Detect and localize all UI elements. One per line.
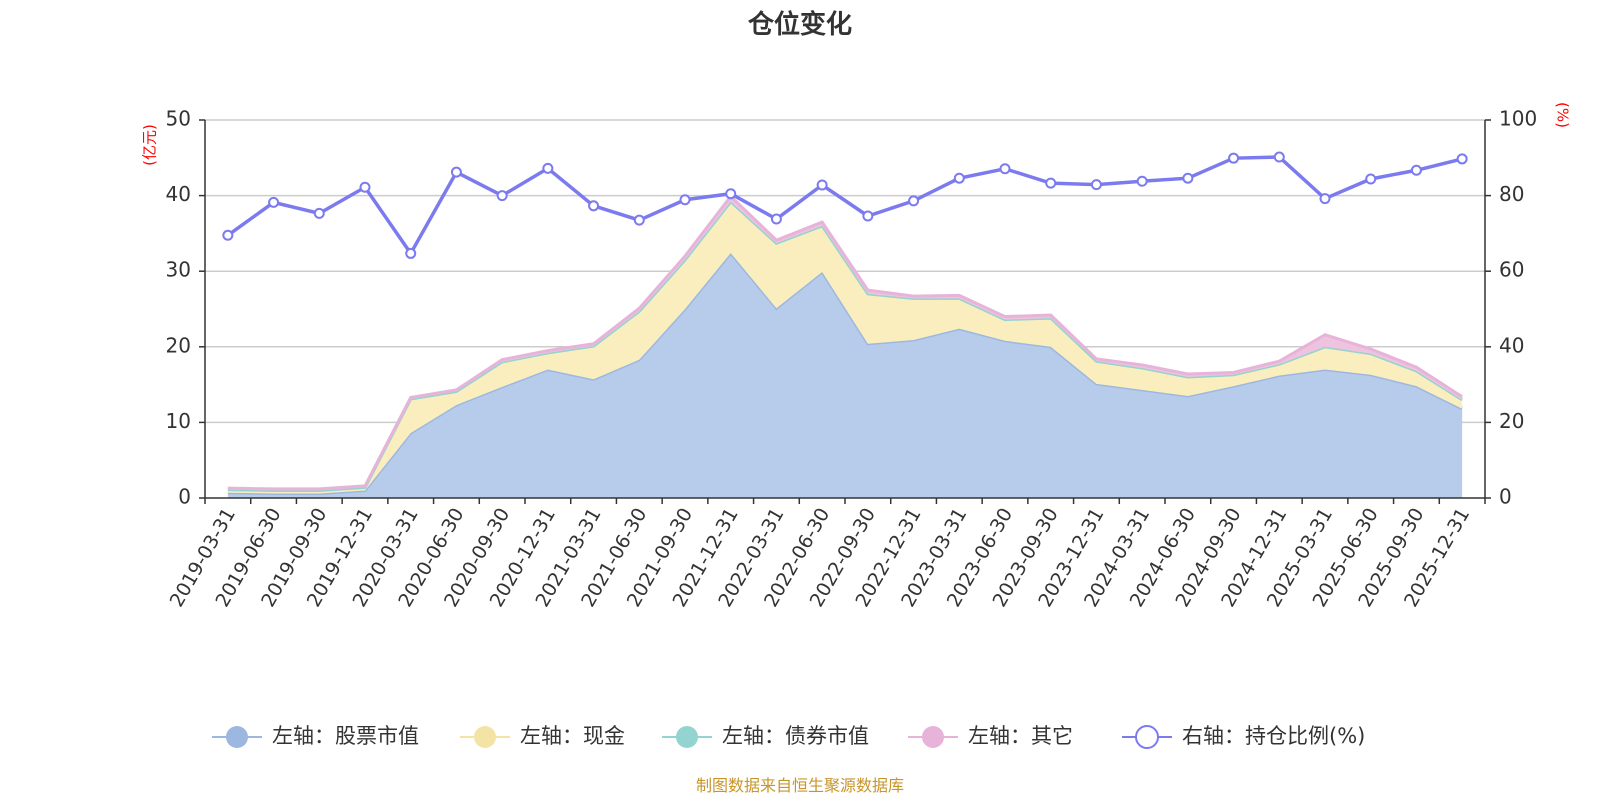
ratio-point <box>1319 193 1331 205</box>
ratio-line <box>222 151 1468 259</box>
ratio-point <box>908 195 920 207</box>
stacked-areas <box>227 194 1463 498</box>
left-tick-label: 50 <box>166 107 191 131</box>
source-note: 制图数据来自恒生聚源数据库 <box>696 776 904 795</box>
legend-label: 左轴：股票市值 <box>272 724 419 748</box>
ratio-point <box>1136 175 1148 187</box>
ratio-point <box>816 179 828 191</box>
ratio-point <box>953 172 965 184</box>
legend-label: 左轴：其它 <box>968 724 1073 748</box>
chart-title: 仓位变化 <box>747 9 852 40</box>
ratio-point <box>725 188 737 200</box>
left-axis-unit: (亿元) <box>141 124 159 166</box>
legend-marker <box>922 726 944 748</box>
ratio-point <box>999 163 1011 175</box>
ratio-point <box>1410 164 1422 176</box>
legend-label: 左轴：现金 <box>520 724 625 748</box>
right-tick-label: 20 <box>1499 409 1524 433</box>
legend: 左轴：股票市值 左轴：现金 左轴：债券市值 左轴：其它 右轴：持仓比例(%) <box>212 724 1365 749</box>
ratio-point <box>313 207 325 219</box>
ratio-point <box>542 162 554 174</box>
ratio-point <box>770 213 782 225</box>
right-tick-label: 60 <box>1499 258 1524 282</box>
right-tick-label: 0 <box>1499 485 1512 509</box>
ratio-point <box>1090 179 1102 191</box>
legend-label: 左轴：债券市值 <box>722 724 869 748</box>
left-tick-label: 40 <box>166 182 191 206</box>
right-axis-unit: (%) <box>1554 102 1572 128</box>
ratio-point <box>1456 153 1468 165</box>
left-tick-label: 20 <box>166 333 191 357</box>
ratio-point <box>1045 177 1057 189</box>
ratio-point <box>496 190 508 202</box>
left-tick-label: 10 <box>166 409 191 433</box>
right-tick-label: 100 <box>1499 107 1537 131</box>
area-series-0 <box>227 253 1463 498</box>
ratio-point <box>1273 151 1285 163</box>
ratio-point <box>633 214 645 226</box>
ratio-point <box>450 166 462 178</box>
ratio-point <box>222 229 234 241</box>
left-tick-label: 0 <box>178 485 191 509</box>
ratio-point <box>268 196 280 208</box>
ratio-line-path <box>226 155 1463 257</box>
left-tick-label: 30 <box>166 258 191 282</box>
legend-marker <box>1135 725 1159 749</box>
ratio-point <box>1365 173 1377 185</box>
legend-label: 右轴：持仓比例(%) <box>1182 724 1365 748</box>
ratio-point <box>1182 172 1194 184</box>
legend-marker <box>474 726 496 748</box>
ratio-point <box>862 210 874 222</box>
area-edge-series-3 <box>227 194 1463 491</box>
right-tick-label: 40 <box>1499 333 1524 357</box>
right-tick-label: 80 <box>1499 182 1524 206</box>
ratio-point <box>679 194 691 206</box>
legend-marker <box>676 726 698 748</box>
ratio-point <box>1228 152 1240 164</box>
legend-marker <box>226 726 248 748</box>
ratio-point <box>405 247 417 259</box>
ratio-point <box>588 200 600 212</box>
ratio-point <box>359 181 371 193</box>
